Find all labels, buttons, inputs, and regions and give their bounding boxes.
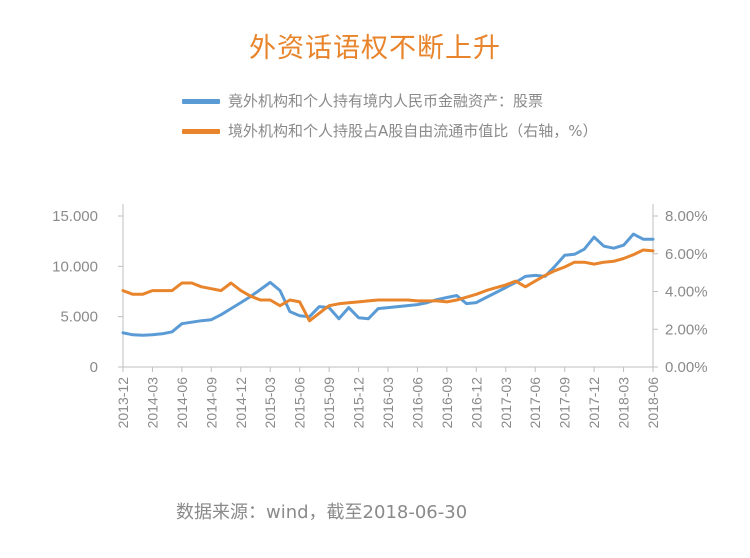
right-tick-label: 2.00%: [665, 321, 708, 338]
x-tick-label: 2014-06: [174, 377, 190, 429]
x-tick-label: 2018-03: [616, 377, 632, 429]
x-tick-label: 2014-09: [203, 377, 219, 429]
x-tick-label: 2014-12: [233, 377, 249, 429]
x-tick-label: 2016-09: [439, 377, 455, 429]
x-tick-label: 2016-12: [468, 377, 484, 429]
series-line-holding-ratio: [121, 248, 655, 323]
x-tick-label: 2017-12: [586, 377, 602, 429]
x-tick-label: 2014-03: [144, 377, 160, 429]
left-tick-label: 10.000: [52, 258, 98, 275]
right-tick-label: 4.00%: [665, 284, 708, 301]
x-tick-label: 2018-06: [645, 377, 661, 429]
legend-entry-stock-holdings: 竟外机构和个人持有境内人民币金融资产：股票: [182, 90, 543, 111]
x-tick-label: 2016-03: [380, 377, 396, 429]
x-tick-label: 2017-09: [557, 377, 573, 429]
x-tick-label: 2013-12: [115, 377, 131, 429]
legend-swatch-blue: [182, 99, 220, 104]
x-tick-label: 2015-06: [292, 377, 308, 429]
x-tick-label: 2017-03: [498, 377, 514, 429]
series-line-stock-holdings: [121, 232, 655, 337]
left-tick-label: 15.000: [52, 208, 98, 225]
x-tick-label: 2015-03: [262, 377, 278, 429]
data-source-note: 数据来源：wind，截至2018-06-30: [176, 502, 468, 523]
x-tick-label: 2015-09: [321, 377, 337, 429]
right-tick-label: 0.00%: [665, 359, 708, 376]
legend-label-holding-ratio: 境外机构和个人持股占A股自由流通市值比（右轴，%）: [228, 122, 598, 140]
chart-title: 外资话语权不断上升: [249, 33, 501, 64]
legend-entry-holding-ratio: 境外机构和个人持股占A股自由流通市值比（右轴，%）: [182, 120, 598, 141]
legend-label-stock-holdings: 竟外机构和个人持有境内人民币金融资产：股票: [228, 92, 544, 110]
right-tick-label: 6.00%: [665, 246, 708, 263]
legend-swatch-orange: [182, 129, 220, 134]
left-tick-label: 0: [90, 359, 98, 376]
x-tick-label: 2017-06: [527, 377, 543, 429]
right-tick-label: 8.00%: [665, 208, 708, 225]
x-tick-label: 2016-06: [409, 377, 425, 429]
x-tick-label: 2015-12: [351, 377, 367, 429]
left-tick-label: 5.000: [60, 309, 98, 326]
